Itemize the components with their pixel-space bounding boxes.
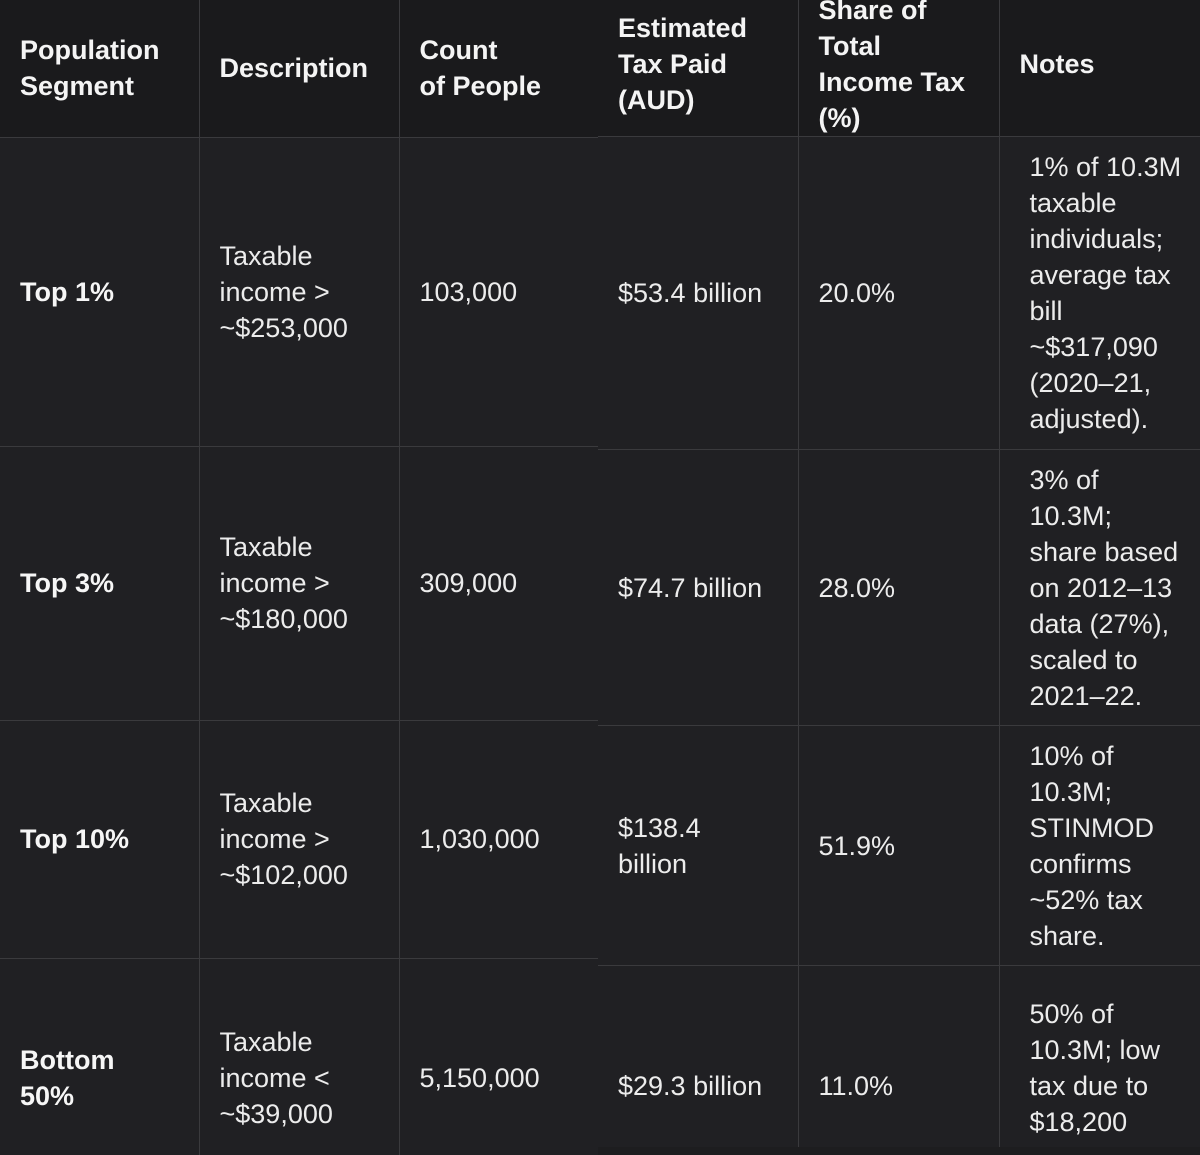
cell-tax-paid: $53.4 billion [598,136,799,450]
header-row: Estimated Tax Paid (AUD) Share of Total … [598,0,1200,137]
cell-notes: 10% of 10.3M; STINMOD confirms ~52% tax … [999,725,1200,966]
cell-description: Taxable income > ~$102,000 [199,720,400,959]
table-row: $29.3 billion 11.0% 50% of 10.3M; low ta… [598,965,1200,1147]
cell-tax-paid: $29.3 billion [598,965,799,1147]
table-row: Top 3% Taxable income > ~$180,000 309,00… [0,446,598,721]
header-count-of-people: Count of People [399,0,598,138]
cell-share: 20.0% [798,136,1000,450]
header-share-of-total-income-tax: Share of Total Income Tax (%) [798,0,1000,137]
cell-segment: Top 3% [0,446,200,721]
table-row: $74.7 billion 28.0% 3% of 10.3M; share b… [598,449,1200,726]
table-row: $138.4 billion 51.9% 10% of 10.3M; STINM… [598,725,1200,966]
table-row: Top 10% Taxable income > ~$102,000 1,030… [0,720,598,959]
tax-table-left: Population Segment Description Count of … [0,0,598,1155]
table-row: Top 1% Taxable income > ~$253,000 103,00… [0,137,598,447]
cell-tax-paid: $138.4 billion [598,725,799,966]
cell-share: 28.0% [798,449,1000,726]
cell-description: Taxable income > ~$253,000 [199,137,400,447]
tax-table-right: Estimated Tax Paid (AUD) Share of Total … [598,0,1200,1147]
cell-count: 309,000 [399,446,598,721]
table-right-part: Estimated Tax Paid (AUD) Share of Total … [598,0,1200,1147]
cell-notes: 3% of 10.3M; share based on 2012–13 data… [999,449,1200,726]
cell-share: 51.9% [798,725,1000,966]
header-description: Description [199,0,400,138]
cell-segment: Top 10% [0,720,200,959]
cell-description: Taxable income < ~$39,000 [199,958,400,1155]
header-row: Population Segment Description Count of … [0,0,598,138]
table-row: Bottom 50% Taxable income < ~$39,000 5,1… [0,958,598,1155]
cell-count: 103,000 [399,137,598,447]
cell-segment: Top 1% [0,137,200,447]
cell-segment: Bottom 50% [0,958,200,1155]
cell-description: Taxable income > ~$180,000 [199,446,400,721]
header-population-segment: Population Segment [0,0,200,138]
table-row: $53.4 billion 20.0% 1% of 10.3M taxable … [598,136,1200,450]
table-left-part: Population Segment Description Count of … [0,0,598,1155]
header-estimated-tax-paid: Estimated Tax Paid (AUD) [598,0,799,137]
header-notes: Notes [999,0,1200,137]
cell-count: 1,030,000 [399,720,598,959]
cell-share: 11.0% [798,965,1000,1147]
cell-notes: 50% of 10.3M; low tax due to $18,200 tax… [999,965,1200,1147]
cell-notes: 1% of 10.3M taxable individuals; average… [999,136,1200,450]
cell-tax-paid: $74.7 billion [598,449,799,726]
cell-count: 5,150,000 [399,958,598,1155]
